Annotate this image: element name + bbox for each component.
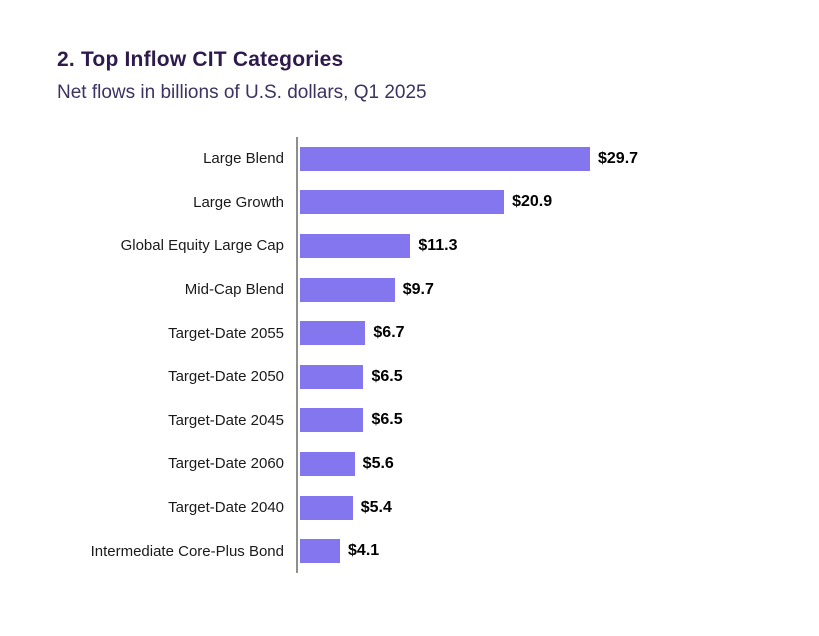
value-label: $6.5 — [371, 411, 403, 429]
value-label: $11.3 — [418, 236, 458, 254]
value-label: $29.7 — [598, 149, 639, 167]
bar-cell: $5.4 — [298, 495, 777, 520]
bar-cell: $6.5 — [298, 364, 777, 389]
bar — [300, 190, 505, 215]
category-label: Mid-Cap Blend — [184, 281, 284, 299]
bar-cell: $6.5 — [298, 408, 777, 433]
bar-row: Mid-Cap Blend $9.7 — [57, 268, 777, 312]
bar-cell: $29.7 — [298, 146, 777, 171]
category-label: Intermediate Core-Plus Bond — [90, 542, 284, 560]
bar — [300, 233, 411, 258]
bar-row: Target-Date 2050 $6.5 — [57, 355, 777, 399]
bar-row: Large Growth $20.9 — [57, 181, 777, 225]
bar-row: Target-Date 2055 $6.7 — [57, 311, 777, 355]
bar-cell: $5.6 — [298, 451, 777, 476]
bar-cell: $4.1 — [298, 539, 777, 564]
category-label: Target-Date 2060 — [168, 455, 284, 473]
bar — [300, 451, 355, 476]
bar — [300, 146, 590, 171]
category-label: Target-Date 2045 — [168, 411, 284, 429]
category-label: Target-Date 2055 — [168, 324, 284, 342]
bar — [300, 364, 364, 389]
value-label: $20.9 — [512, 193, 553, 211]
category-label: Target-Date 2040 — [168, 499, 284, 517]
bar-row: Target-Date 2040 $5.4 — [57, 486, 777, 530]
bar-row: Target-Date 2060 $5.6 — [57, 442, 777, 486]
bar-cell: $9.7 — [298, 277, 777, 302]
value-label: $6.5 — [371, 367, 403, 385]
bar — [300, 539, 341, 564]
bar — [300, 495, 353, 520]
bar-cell: $6.7 — [298, 321, 777, 346]
bar — [300, 408, 364, 433]
value-label: $6.7 — [373, 324, 405, 342]
category-label: Global Equity Large Cap — [120, 237, 284, 255]
value-label: $5.6 — [362, 454, 394, 472]
bar-row: Large Blend $29.7 — [57, 137, 777, 181]
bar-chart: Large Blend $29.7 Large Growth $20.9 Glo… — [57, 137, 777, 573]
value-label: $5.4 — [360, 498, 392, 516]
chart-title: 2. Top Inflow CIT Categories — [57, 48, 344, 71]
category-label: Large Growth — [193, 193, 284, 211]
bar-cell: $11.3 — [298, 233, 777, 258]
bar-rows: Large Blend $29.7 Large Growth $20.9 Glo… — [57, 137, 777, 573]
bar-row: Global Equity Large Cap $11.3 — [57, 224, 777, 268]
bar-row: Intermediate Core-Plus Bond $4.1 — [57, 529, 777, 573]
bar — [300, 321, 366, 346]
value-label: $4.1 — [348, 542, 380, 560]
bar-cell: $20.9 — [298, 190, 777, 215]
bar — [300, 277, 395, 302]
category-label: Large Blend — [203, 150, 284, 168]
value-label: $9.7 — [402, 280, 434, 298]
y-axis-line — [296, 137, 298, 573]
chart-figure: 2. Top Inflow CIT Categories Net flows i… — [57, 48, 777, 573]
chart-subtitle: Net flows in billions of U.S. dollars, Q… — [57, 82, 427, 103]
bar-row: Target-Date 2045 $6.5 — [57, 399, 777, 443]
category-label: Target-Date 2050 — [168, 368, 284, 386]
